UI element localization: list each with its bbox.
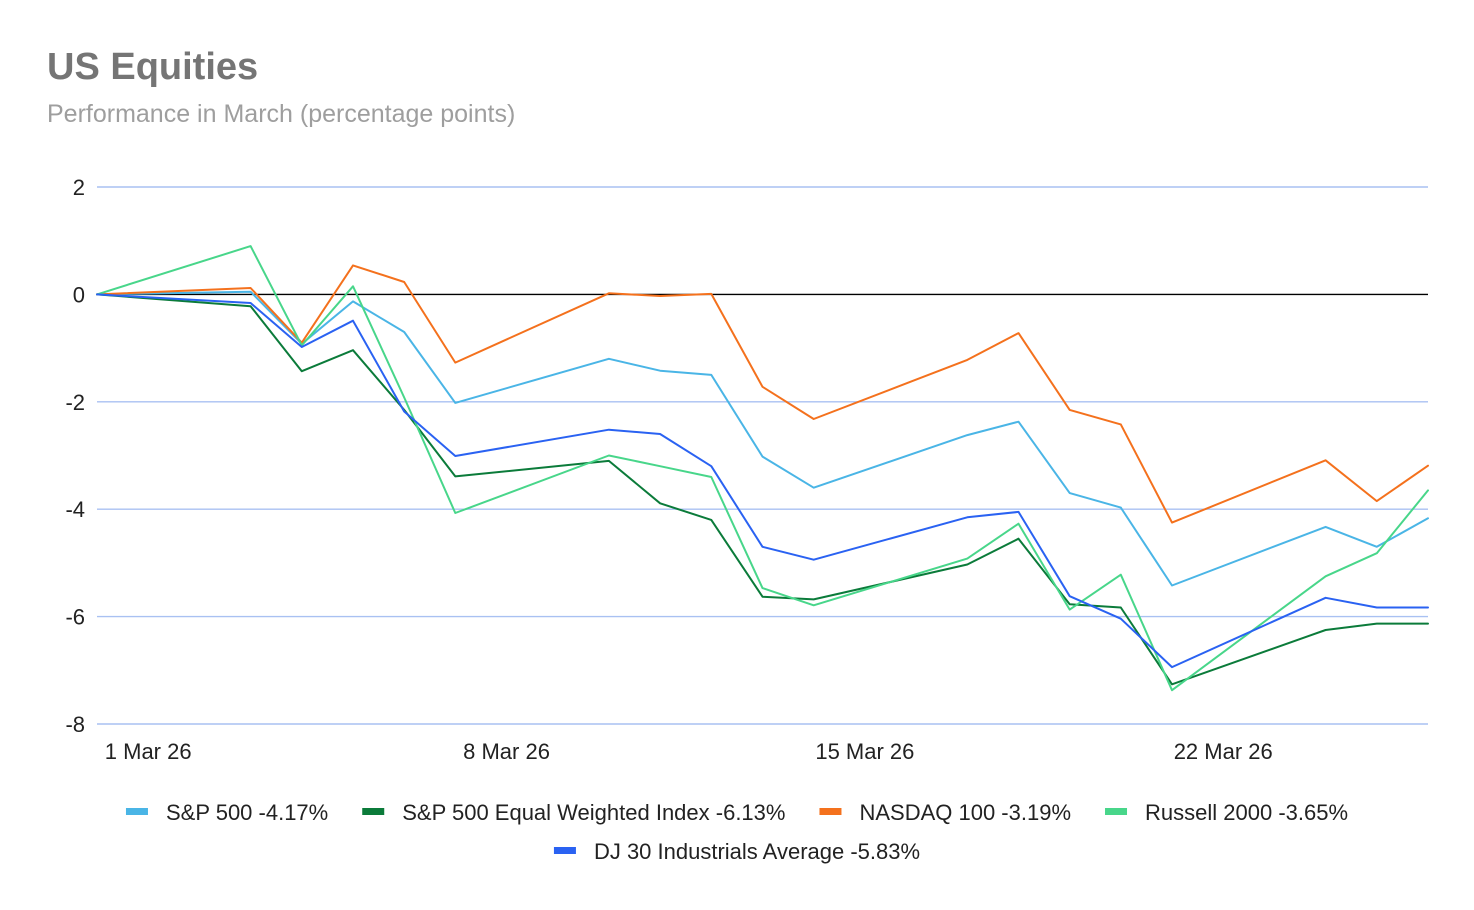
- legend-label-2: S&P 500 Equal Weighted Index -6.13%: [402, 800, 785, 825]
- x-tick-label: 15 Mar 26: [815, 739, 914, 764]
- y-tick-label: -6: [65, 605, 85, 630]
- series-line-3: [96, 264, 1429, 524]
- legend-swatch-4: [1105, 808, 1128, 815]
- legend-swatch-5: [553, 847, 576, 854]
- legend-label-4: Russell 2000 -3.65%: [1145, 800, 1348, 825]
- chart-subtitle: Performance in March (percentage points): [47, 100, 516, 128]
- x-tick-label: 22 Mar 26: [1174, 739, 1273, 764]
- chart-title: US Equities: [47, 46, 259, 88]
- x-tick-label: 8 Mar 26: [463, 739, 550, 764]
- y-tick-label: -8: [65, 712, 85, 737]
- legend-swatch-2: [362, 808, 385, 815]
- legend-swatch-1: [125, 808, 148, 815]
- y-tick-label: 2: [73, 175, 85, 200]
- series-line-1: [96, 290, 1429, 587]
- legend-label-5: DJ 30 Industrials Average -5.83%: [594, 839, 920, 864]
- x-tick-label: 1 Mar 26: [105, 739, 192, 764]
- legend-label-1: S&P 500 -4.17%: [166, 800, 328, 825]
- y-tick-label: -2: [65, 390, 85, 415]
- legend-label-3: NASDAQ 100 -3.19%: [859, 800, 1071, 825]
- series-line-2: [96, 293, 1429, 686]
- legend-swatch-3: [819, 808, 842, 815]
- y-tick-label: -4: [65, 497, 85, 522]
- series-line-5: [96, 293, 1429, 669]
- series-line-4: [96, 245, 1429, 692]
- y-tick-label: 0: [73, 282, 85, 307]
